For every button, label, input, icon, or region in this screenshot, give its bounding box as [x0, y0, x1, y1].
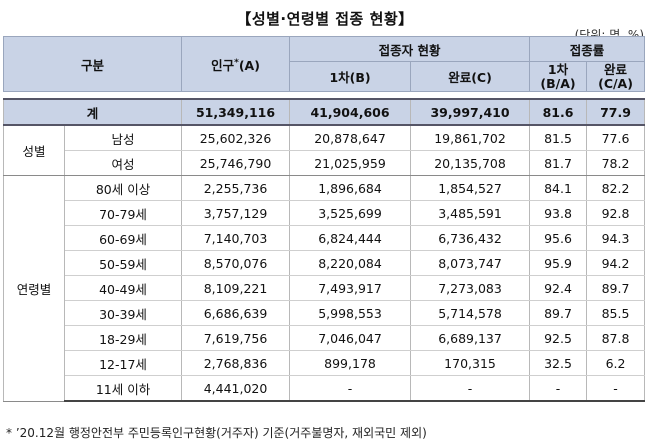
cell-completed: 170,315 — [410, 350, 531, 376]
cell-completed: 1,854,527 — [410, 175, 531, 201]
cell-completed-rate: 77.6 — [586, 125, 646, 151]
table-row: 여성 25,746,790 21,025,959 20,135,708 81.7… — [4, 150, 646, 176]
cell-first-rate: 89.7 — [529, 300, 588, 326]
cell-first-rate: 32.5 — [529, 350, 588, 376]
cell-completed: 6,736,432 — [410, 225, 531, 251]
cell-completed-rate: 89.7 — [586, 275, 646, 301]
cell-first-rate: 93.8 — [529, 200, 588, 226]
cell-completed-rate: 87.8 — [586, 325, 646, 351]
row-label: 11세 이하 — [63, 375, 183, 402]
cell-population: 25,746,790 — [181, 150, 291, 176]
cell-completed-rate: 94.3 — [586, 225, 646, 251]
cell-completed-rate: 85.5 — [586, 300, 646, 326]
cell-completed-rate: 77.9 — [586, 98, 646, 126]
cell-first-dose: 3,525,699 — [289, 200, 412, 226]
cell-first-dose: 21,025,959 — [289, 150, 412, 176]
cell-population: 7,619,756 — [181, 325, 291, 351]
cell-first-rate: 95.9 — [529, 250, 588, 276]
table-row: 연령별 80세 이상 2,255,736 1,896,684 1,854,527… — [3, 175, 646, 402]
cell-completed-rate: 82.2 — [586, 175, 646, 201]
cell-first-dose: 899,178 — [289, 350, 412, 376]
cell-first-rate: 95.6 — [529, 225, 588, 251]
cell-first-rate: 81.6 — [529, 98, 588, 126]
row-label: 60-69세 — [63, 225, 183, 251]
cell-population: 51,349,116 — [181, 98, 291, 126]
table-row: 70-79세 3,757,129 3,525,699 3,485,591 93.… — [4, 200, 646, 226]
row-label: 12-17세 — [63, 350, 183, 376]
table-row: 30-39세 6,686,639 5,998,553 5,714,578 89.… — [4, 300, 646, 326]
cell-population: 7,140,703 — [181, 225, 291, 251]
cell-first-dose: 7,046,047 — [289, 325, 412, 351]
cell-population: 8,570,076 — [181, 250, 291, 276]
header-first-dose: 1차(B) — [289, 61, 412, 92]
table-row: 12-17세 2,768,836 899,178 170,315 32.5 6.… — [4, 350, 646, 376]
cell-completed: 19,861,702 — [410, 125, 531, 151]
table-row: 40-49세 8,109,221 7,493,917 7,273,083 92.… — [4, 275, 646, 301]
cell-completed: 20,135,708 — [410, 150, 531, 176]
row-label: 여성 — [63, 150, 183, 176]
cell-first-rate: - — [529, 375, 588, 402]
cell-first-dose: - — [289, 375, 412, 402]
cell-population: 2,255,736 — [181, 175, 291, 201]
cell-completed-rate: 78.2 — [586, 150, 646, 176]
header-population: 인구*(A) — [181, 36, 291, 92]
table-row: 60-69세 7,140,703 6,824,444 6,736,432 95.… — [4, 225, 646, 251]
cell-population: 6,686,639 — [181, 300, 291, 326]
table-row: 18-29세 7,619,756 7,046,047 6,689,137 92.… — [4, 325, 646, 351]
cell-population: 25,602,326 — [181, 125, 291, 151]
row-label: 40-49세 — [63, 275, 183, 301]
cell-population: 3,757,129 — [181, 200, 291, 226]
header-vaccinated-status: 접종자 현황 — [289, 36, 531, 62]
cell-first-rate: 81.7 — [529, 150, 588, 176]
row-label: 70-79세 — [63, 200, 183, 226]
cell-population: 2,768,836 — [181, 350, 291, 376]
cell-first-rate: 84.1 — [529, 175, 588, 201]
cell-completed: 5,714,578 — [410, 300, 531, 326]
cell-population: 8,109,221 — [181, 275, 291, 301]
row-label: 30-39세 — [63, 300, 183, 326]
cell-completed-rate: - — [586, 375, 646, 402]
cell-first-rate: 92.4 — [529, 275, 588, 301]
cell-first-dose: 8,220,084 — [289, 250, 412, 276]
cell-completed: 8,073,747 — [410, 250, 531, 276]
cell-first-dose: 7,493,917 — [289, 275, 412, 301]
header-vaccination-rate: 접종률 — [529, 36, 646, 62]
cell-completed-rate: 92.8 — [586, 200, 646, 226]
cell-completed: 7,273,083 — [410, 275, 531, 301]
cell-first-dose: 1,896,684 — [289, 175, 412, 201]
cell-first-dose: 20,878,647 — [289, 125, 412, 151]
group-label-gender: 성별 — [3, 125, 65, 176]
footnote: * ’20.12월 행정안전부 주민등록인구현황(거주자) 기준(거주불명자, … — [6, 426, 427, 440]
group-label-age: 연령별 — [3, 175, 65, 402]
header-category: 구분 — [2, 36, 183, 92]
cell-completed-rate: 94.2 — [586, 250, 646, 276]
table-title: 【성별·연령별 접종 현황】 — [236, 10, 414, 28]
cell-first-rate: 81.5 — [529, 125, 588, 151]
header-completed: 완료(C) — [410, 61, 531, 92]
cell-completed: 6,689,137 — [410, 325, 531, 351]
cell-completed-rate: 6.2 — [586, 350, 646, 376]
cell-completed: 3,485,591 — [410, 200, 531, 226]
cell-completed: - — [410, 375, 531, 402]
header-first-rate: 1차 (B/A) — [529, 61, 588, 92]
cell-first-dose: 41,904,606 — [289, 98, 412, 126]
vaccination-table: 구분 인구*(A) 접종자 현황 접종률 1차(B) 완료(C) 1차 (B/A)… — [2, 36, 646, 402]
row-label: 18-29세 — [63, 325, 183, 351]
row-label: 계 — [2, 98, 183, 126]
cell-completed: 39,997,410 — [410, 98, 531, 126]
row-label: 80세 이상 — [63, 175, 183, 201]
table-row: 성별 남성 25,602,326 20,878,647 19,861,702 8… — [3, 125, 646, 176]
cell-first-dose: 5,998,553 — [289, 300, 412, 326]
cell-population: 4,441,020 — [181, 375, 291, 402]
row-label: 50-59세 — [63, 250, 183, 276]
total-row: 계 51,349,116 41,904,606 39,997,410 81.6 … — [2, 98, 646, 126]
cell-first-rate: 92.5 — [529, 325, 588, 351]
table-row: 11세 이하 4,441,020 - - - - — [4, 375, 646, 402]
row-label: 남성 — [63, 125, 183, 151]
table-row: 50-59세 8,570,076 8,220,084 8,073,747 95.… — [4, 250, 646, 276]
cell-first-dose: 6,824,444 — [289, 225, 412, 251]
header-completed-rate: 완료 (C/A) — [586, 61, 646, 92]
